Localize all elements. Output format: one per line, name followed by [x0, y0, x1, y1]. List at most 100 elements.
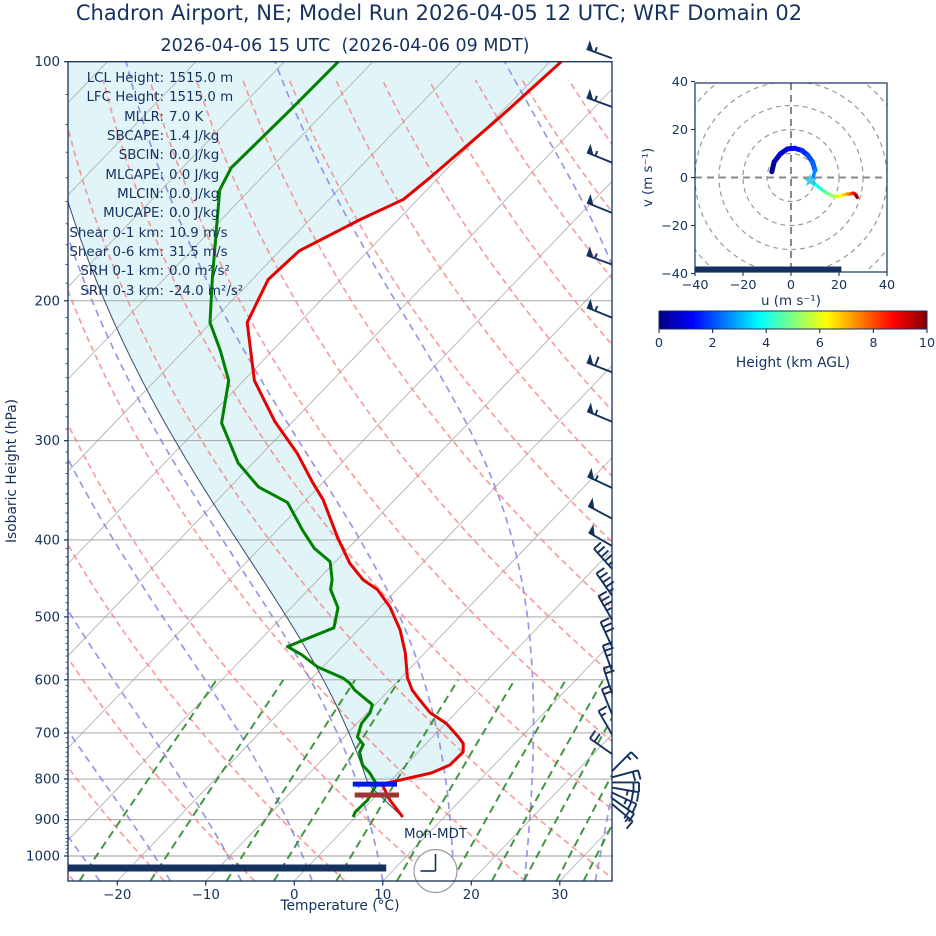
stat-label: SBCIN: [118, 148, 164, 164]
wind-barb [611, 769, 642, 782]
time-of-day-label: Mon-MDT [404, 827, 468, 842]
stat-label: MLLR: [124, 109, 164, 125]
stat-line: Shear 0-6 km: 31.5 m/s [62, 243, 243, 262]
stat-label: MUCAPE: [103, 206, 164, 222]
storm-motion-marker [803, 173, 817, 187]
stat-label: SBCAPE: [106, 129, 164, 145]
wind-barb [587, 467, 613, 489]
stat-line: SBCAPE: 1.4 J/kg [62, 127, 243, 146]
stat-value: 0.0 J/kg [169, 167, 220, 183]
wind-barb [611, 797, 635, 823]
wind-barb [586, 88, 613, 108]
svg-text:700: 700 [34, 726, 60, 741]
stat-value: 1515.0 m [169, 71, 234, 86]
wind-barb [586, 193, 613, 214]
wind-barb [597, 590, 613, 621]
svg-text:−10: −10 [192, 888, 220, 903]
wind-barb [586, 402, 613, 423]
svg-text:600: 600 [34, 673, 60, 688]
wind-barb [587, 497, 613, 520]
stat-line: LFC Height: 1515.0 m [62, 88, 243, 107]
svg-text:100: 100 [34, 55, 60, 70]
svg-text:30: 30 [551, 888, 568, 903]
page-title: Chadron Airport, NE; Model Run 2026-04-0… [75, 1, 803, 25]
stat-value: 0.0 J/kg [169, 148, 220, 164]
clock-icon [413, 848, 458, 894]
stat-line: MLCIN: 0.0 J/kg [62, 185, 243, 204]
wind-barb [595, 567, 615, 597]
hodograph-axes: −40−40 −20 −20 0 0 20 20 40 40 u (m s⁻¹) v (m s⁻¹) [641, 75, 895, 309]
svg-text:0: 0 [787, 278, 795, 293]
stat-value: 10.9 m/s [169, 225, 228, 241]
svg-text:40: 40 [879, 278, 895, 293]
stat-label: MLCIN: [117, 187, 164, 203]
svg-text:0: 0 [655, 336, 663, 351]
svg-text:0: 0 [680, 171, 688, 186]
wind-barb [611, 803, 634, 830]
stat-label: LFC Height: [86, 90, 164, 106]
svg-text:1000: 1000 [26, 850, 60, 865]
stat-line: LCL Height: 1515.0 m [62, 69, 243, 88]
svg-text:20: 20 [463, 888, 480, 903]
stat-value: -24.0 m²/s² [169, 283, 244, 299]
stat-value: 0.0 J/kg [169, 187, 220, 203]
wind-barb [597, 705, 613, 735]
svg-text:−20: −20 [729, 278, 756, 293]
svg-text:500: 500 [34, 610, 60, 625]
skewt-background-lines [68, 61, 612, 881]
svg-text:4: 4 [762, 336, 770, 351]
x-axis-label: Temperature (°C) [279, 898, 399, 914]
wind-barb [611, 786, 640, 802]
stat-label: SRH 0-1 km: [80, 264, 164, 280]
stat-line: MLLR: 7.0 K [62, 108, 243, 127]
svg-text:−20: −20 [103, 888, 131, 903]
hodograph [695, 83, 887, 272]
stat-label: Shear 0-1 km: [69, 225, 164, 241]
skewt-axes: 100 200 300 400 500 600 700 800 900 1000 −20 −10 0 10… [4, 55, 613, 914]
y-axis-label: Isobaric Height (hPa) [4, 399, 20, 543]
wind-barbs [586, 40, 642, 830]
hodograph-v-label: v (m s⁻¹) [641, 148, 656, 207]
svg-text:0: 0 [290, 888, 299, 903]
stat-line: MUCAPE: 0.0 J/kg [62, 204, 243, 223]
svg-text:−20: −20 [661, 219, 688, 234]
stat-label: SRH 0-3 km: [80, 283, 164, 299]
wind-barb [601, 684, 614, 715]
stat-value: 7.0 K [169, 109, 204, 125]
surface-elements: Mon-MDT [68, 827, 468, 872]
stat-value: 0.0 m²/s² [169, 264, 230, 280]
stat-value: 1515.0 m [169, 90, 234, 106]
stat-value: 1.4 J/kg [169, 129, 220, 145]
svg-text:20: 20 [831, 278, 847, 293]
stat-line: SRH 0-3 km: -24.0 m²/s² [62, 282, 243, 301]
svg-text:400: 400 [34, 533, 60, 548]
stat-line: MLCAPE: 0.0 J/kg [62, 166, 243, 185]
svg-text:40: 40 [672, 75, 688, 90]
svg-text:800: 800 [34, 773, 60, 788]
svg-text:2: 2 [709, 336, 717, 351]
wind-barb [586, 353, 613, 374]
svg-text:20: 20 [672, 123, 688, 138]
sounding-profiles [68, 61, 563, 818]
temperature-curve [245, 61, 563, 818]
svg-text:10: 10 [919, 336, 935, 351]
svg-text:−40: −40 [681, 278, 708, 293]
height-colorbar: 0 2 4 6 8 10 Height (km AGL) [655, 310, 935, 371]
dewpoint-curve [208, 61, 379, 818]
hodograph-baseline-bar [695, 266, 842, 272]
stat-value: 31.5 m/s [169, 245, 228, 261]
wind-barb [586, 40, 613, 60]
svg-text:6: 6 [816, 336, 824, 351]
stat-label: LCL Height: [86, 71, 164, 86]
stat-line: SRH 0-1 km: 0.0 m²/s² [62, 262, 243, 281]
svg-text:8: 8 [869, 336, 877, 351]
stat-label: MLCAPE: [105, 167, 164, 183]
wind-barb [593, 541, 614, 570]
hodograph-u-label: u (m s⁻¹) [761, 294, 821, 309]
wind-barb [586, 246, 613, 266]
svg-text:10: 10 [374, 888, 391, 903]
parcel-profile-line [68, 200, 404, 818]
stat-value: 0.0 J/kg [169, 206, 220, 222]
